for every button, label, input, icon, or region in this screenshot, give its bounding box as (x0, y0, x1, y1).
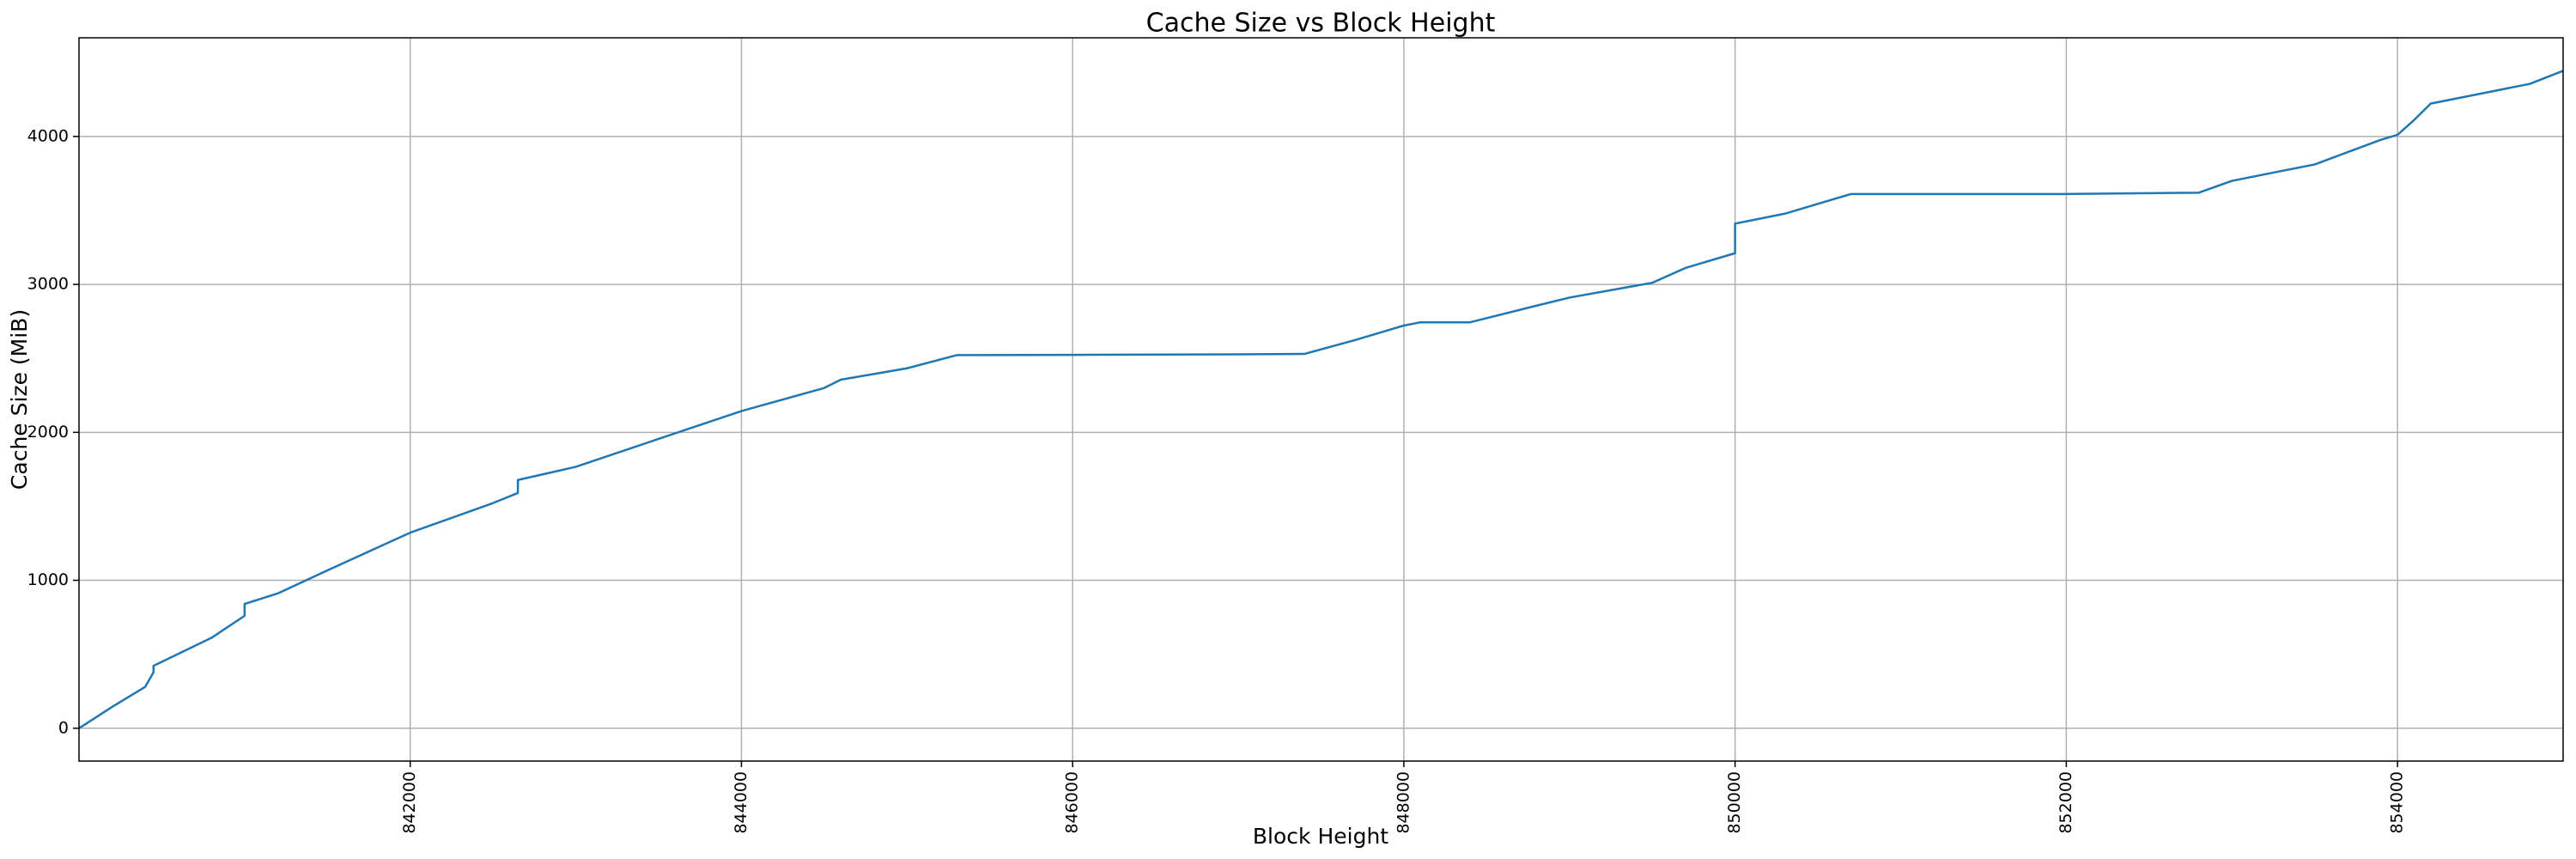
x-tick-label: 852000 (2057, 771, 2075, 834)
plot-frame (78, 37, 2564, 762)
x-tick-label: 848000 (1394, 771, 1413, 834)
y-tick-label: 1000 (27, 570, 69, 589)
x-tick-label: 846000 (1063, 771, 1082, 834)
y-tick-label: 2000 (27, 423, 69, 442)
x-tick-label: 850000 (1725, 771, 1744, 834)
y-tick-label: 4000 (27, 126, 69, 145)
x-tick-label: 844000 (732, 771, 750, 834)
data-line (78, 70, 2564, 729)
chart-title: Cache Size vs Block Height (1146, 9, 1496, 39)
y-tick-label: 0 (58, 718, 69, 737)
x-tick-label: 854000 (2388, 771, 2407, 834)
x-tick-label: 842000 (400, 771, 419, 834)
y-tick-label: 3000 (27, 275, 69, 294)
x-axis-label: Block Height (1253, 824, 1388, 849)
y-axis-label: Cache Size (MiB) (7, 309, 32, 490)
